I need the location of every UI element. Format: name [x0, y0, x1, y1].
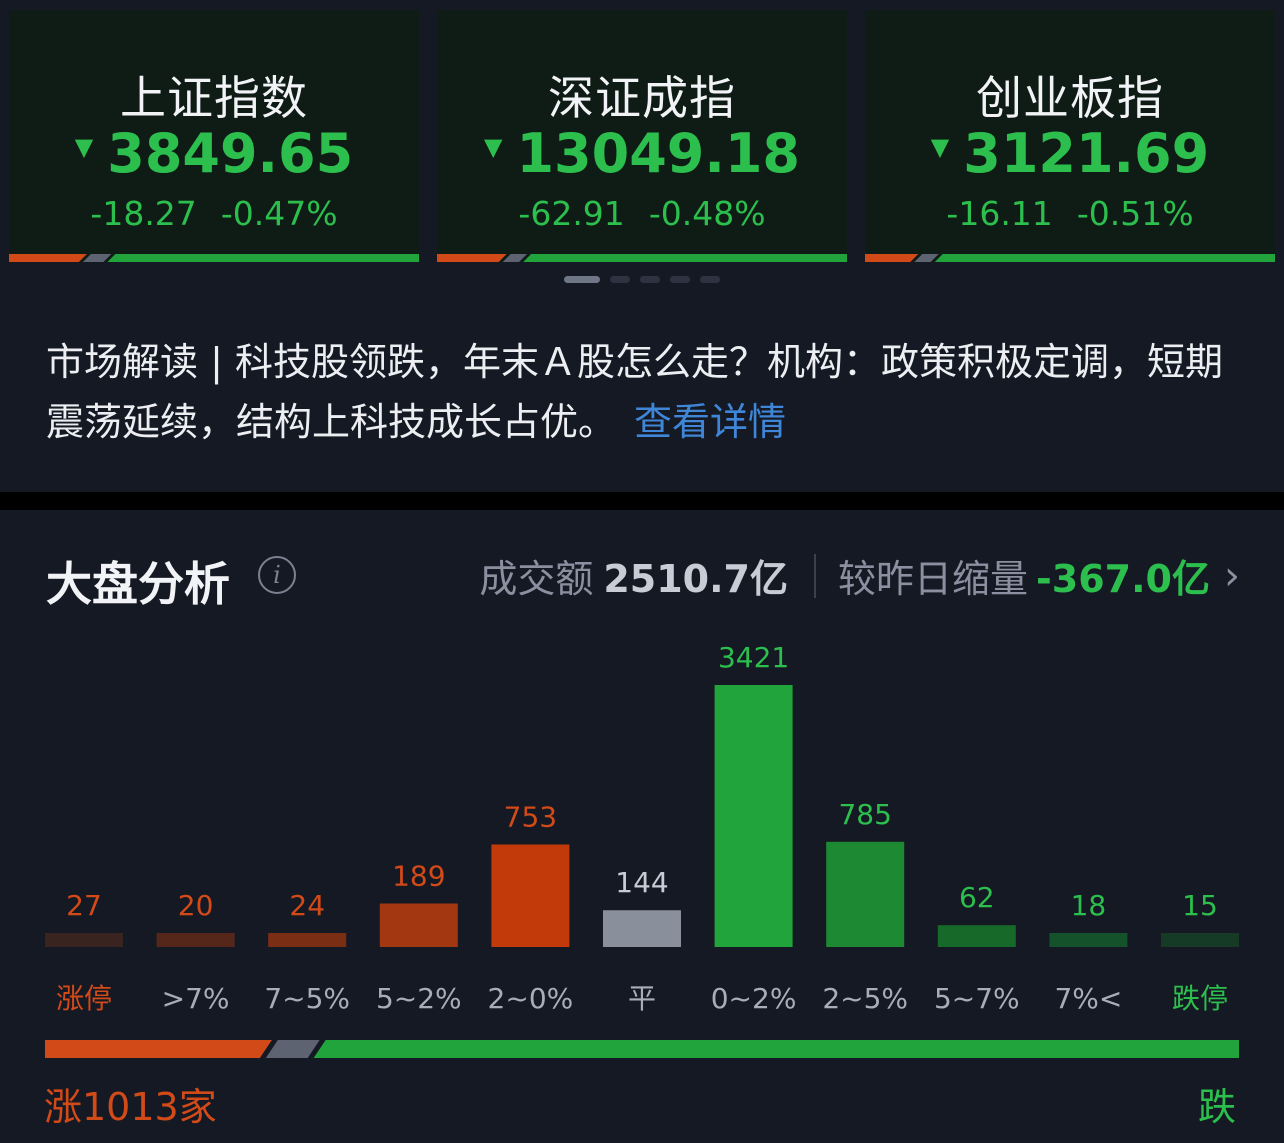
index-card-shanghai[interactable]: 上证指数 ▼ 3849.65 -18.27 -0.47%: [9, 10, 419, 262]
breadth-bar: [9, 254, 419, 262]
index-change: -16.11: [946, 194, 1053, 233]
turnover-value: 2510.7亿: [603, 557, 788, 601]
bar-value-label: 15: [1182, 889, 1218, 922]
flat-segment: [83, 254, 112, 262]
index-name: 上证指数: [120, 71, 308, 125]
category-label: >7%: [162, 982, 230, 1015]
category-label: 7%<: [1054, 982, 1122, 1015]
down-count-label: 跌: [1197, 1085, 1236, 1129]
bar: [714, 685, 793, 947]
bar: [826, 841, 905, 947]
index-name: 深证成指: [548, 71, 736, 125]
bar: [379, 903, 458, 947]
bar-value-label: 144: [615, 866, 668, 899]
carousel-dot[interactable]: [640, 276, 660, 283]
category-label: 跌停: [1172, 982, 1228, 1015]
bar: [268, 933, 347, 947]
bar-value-label: 753: [504, 800, 557, 833]
category-label: 平: [628, 982, 656, 1015]
down-arrow-icon: ▼: [74, 132, 94, 161]
down-arrow-icon: ▼: [930, 132, 950, 161]
bar-value-label: 18: [1071, 889, 1107, 922]
carousel-dot[interactable]: [670, 276, 690, 283]
bar-value-label: 62: [959, 881, 995, 914]
category-label: 0~2%: [711, 982, 797, 1015]
market-news[interactable]: 市场解读 | 科技股领跌，年末Ａ股怎么走？机构：政策积极定调，短期震荡延续，结构…: [46, 332, 1246, 452]
divider: [814, 553, 816, 598]
up-segment: [437, 254, 507, 262]
breadth-up-segment: [45, 1040, 272, 1058]
index-name: 创业板指: [976, 71, 1164, 125]
bar: [1161, 933, 1239, 947]
up-segment: [865, 254, 918, 262]
news-text: 市场解读 | 科技股领跌，年末Ａ股怎么走？机构：政策积极定调，短期震荡延续，结构…: [46, 340, 1223, 444]
breadth-bar: [437, 254, 847, 262]
bar-value-label: 27: [66, 889, 102, 922]
info-icon[interactable]: i: [258, 556, 296, 594]
bar: [45, 933, 123, 947]
category-label: 7~5%: [264, 982, 350, 1015]
turnover-stats[interactable]: 成交额 2510.7亿 较昨日缩量 -367.0亿 ›: [479, 548, 1240, 603]
bar: [937, 925, 1016, 947]
bar: [156, 933, 235, 947]
down-segment: [107, 254, 419, 262]
index-price: 3121.69: [963, 122, 1210, 185]
up-count-label: 涨1013家: [44, 1085, 217, 1129]
carousel-dot[interactable]: [564, 276, 600, 283]
market-analysis-panel: 大盘分析 i 成交额 2510.7亿 较昨日缩量 -367.0亿 › 27 涨停 2…: [0, 510, 1284, 1143]
bar: [1049, 933, 1128, 947]
index-change: -62.91: [518, 194, 625, 233]
chevron-right-icon[interactable]: ›: [1224, 552, 1240, 599]
carousel-indicator[interactable]: [564, 276, 720, 283]
bar: [491, 844, 570, 947]
index-card-shenzhen[interactable]: 深证成指 ▼ 13049.18 -62.91 -0.48%: [437, 10, 847, 262]
view-details-link[interactable]: 查看详情: [634, 400, 787, 444]
index-change-pct: -0.51%: [1076, 194, 1194, 233]
index-price: 13049.18: [516, 122, 800, 185]
bar-value-label: 189: [392, 859, 445, 892]
index-change-pct: -0.47%: [220, 194, 338, 233]
down-segment: [934, 254, 1275, 262]
flat-segment: [914, 254, 938, 262]
up-segment: [9, 254, 87, 262]
category-label: 2~0%: [488, 982, 574, 1015]
bar-value-label: 3421: [718, 641, 789, 674]
breadth-bar: [865, 254, 1275, 262]
index-price: 3849.65: [107, 122, 354, 185]
category-label: 2~5%: [822, 982, 908, 1015]
category-label: 涨停: [56, 982, 112, 1015]
index-change: -18.27: [90, 194, 197, 233]
distribution-chart: 27 涨停 20 >7% 24 7~5% 189 5~2% 753 2~0% 144 平 3421 0~2…: [45, 641, 1239, 1058]
bar-value-label: 24: [289, 889, 325, 922]
compare-value: -367.0亿: [1036, 557, 1210, 601]
index-card-chinext[interactable]: 创业板指 ▼ 3121.69 -16.11 -0.51%: [865, 10, 1275, 262]
down-arrow-icon: ▼: [484, 132, 503, 161]
bar-value-label: 20: [178, 889, 214, 922]
turnover-label: 成交额: [479, 557, 594, 601]
index-section: 上证指数 ▼ 3849.65 -18.27 -0.47% 深证成指 ▼ 1304…: [0, 0, 1284, 492]
category-label: 5~2%: [376, 982, 462, 1015]
breadth-down-segment: [313, 1040, 1239, 1058]
compare-label: 较昨日缩量: [838, 557, 1029, 601]
bar: [603, 910, 681, 947]
breadth-flat-segment: [265, 1040, 320, 1058]
index-change-pct: -0.48%: [648, 194, 766, 233]
bar-value-label: 785: [838, 798, 891, 831]
panel-title: 大盘分析: [46, 557, 230, 611]
carousel-dot[interactable]: [610, 276, 630, 283]
down-segment: [523, 254, 847, 262]
category-label: 5~7%: [934, 982, 1020, 1015]
flat-segment: [503, 254, 527, 262]
carousel-dot[interactable]: [700, 276, 720, 283]
